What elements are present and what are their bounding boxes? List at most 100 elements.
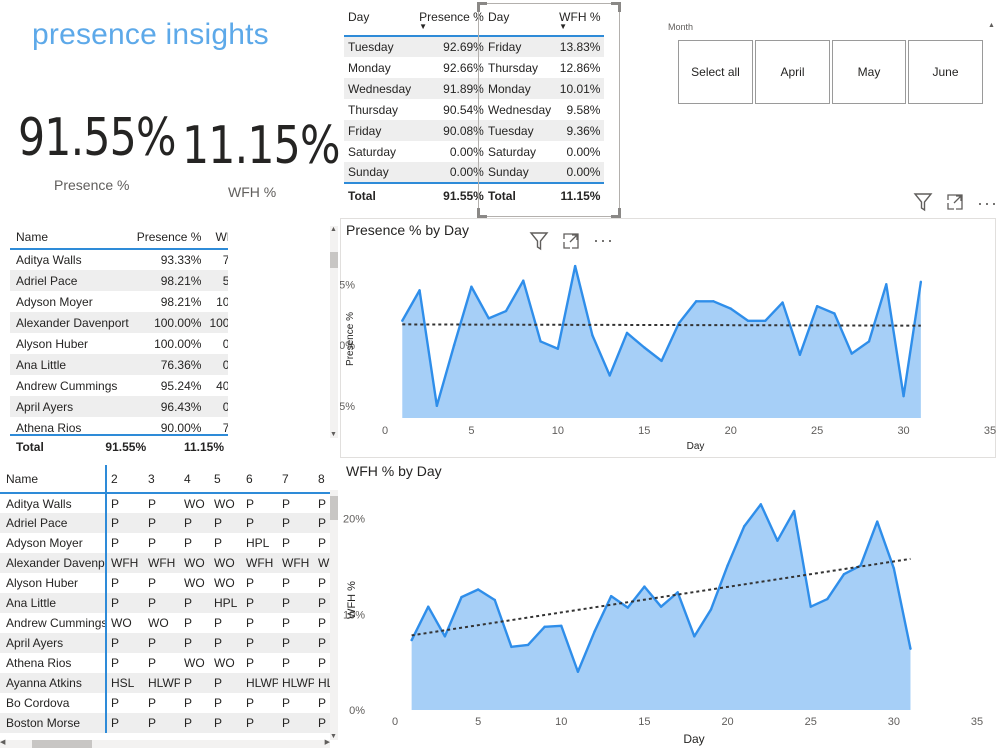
focus-mode-icon[interactable] [561, 231, 581, 256]
slicer-scrollbar[interactable]: ▲ [988, 22, 995, 106]
table-row[interactable]: Friday 13.83% [484, 36, 605, 57]
selection-corner-handle[interactable] [611, 208, 621, 218]
focus-mode-icon[interactable] [945, 192, 965, 217]
table-row[interactable]: Alyson Huber 100.00% 0.00% [10, 333, 228, 354]
scrollbar-thumb[interactable] [32, 740, 92, 748]
table-row[interactable]: Wednesday 9.58% [484, 99, 604, 120]
matrix-row[interactable]: Bo Cordova P P P P P P P [0, 693, 330, 713]
more-options-icon[interactable]: ··· [977, 193, 998, 213]
matrix-row[interactable]: Aditya Walls P P WO WO P P P [0, 493, 330, 513]
matrix-row[interactable]: Andrew Cummings WO WO P P P P P [0, 613, 330, 633]
table-row[interactable]: Tuesday 92.69% [344, 36, 488, 57]
data-point [526, 643, 530, 647]
more-options-icon[interactable]: ··· [593, 230, 614, 250]
matrix-row[interactable]: Athena Rios P P WO WO P P P [0, 653, 330, 673]
matrix-header-name[interactable]: Name [6, 471, 39, 486]
scroll-left-icon[interactable]: ◀ [0, 739, 6, 746]
table-row[interactable]: Friday 90.08% [344, 120, 488, 141]
scrollbar-thumb[interactable] [330, 496, 338, 520]
presence-chart-visual[interactable] [340, 218, 996, 458]
matrix-horizontal-scrollbar[interactable]: ◀ ▶ [0, 739, 330, 748]
matrix-header-day[interactable]: 7 [282, 471, 289, 486]
matrix-cell-name: Athena Rios [6, 656, 72, 670]
data-point [759, 503, 763, 506]
table-row[interactable]: Tuesday 9.36% [484, 120, 605, 141]
cell-presence: 98.21% [160, 294, 202, 309]
x-axis-label: Day [683, 732, 704, 746]
table-row[interactable]: Saturday 0.00% [484, 141, 604, 162]
scroll-up-icon[interactable]: ▲ [988, 22, 995, 29]
scroll-right-icon[interactable]: ▶ [324, 739, 330, 746]
slicer-option-may[interactable]: May [832, 40, 906, 104]
matrix-row[interactable]: Boston Morse P P P P P P P [0, 713, 330, 733]
selection-corner-handle[interactable] [477, 2, 487, 12]
matrix-header-day[interactable]: 3 [148, 471, 155, 486]
matrix-row[interactable]: Ana Little P P P HPL P P P [0, 593, 330, 613]
table-row[interactable]: Monday 92.66% [344, 57, 488, 78]
table-row[interactable]: Aditya Walls 93.33% 7.14% [10, 249, 228, 270]
matrix-row[interactable]: Ayanna AtkinsHSLHLWPPPHLWPHLWPHLWP [0, 673, 330, 693]
table-row[interactable]: Thursday 90.54% [344, 99, 488, 120]
wfh-chart-title: WFH % by Day [346, 463, 442, 479]
slicer-option-june[interactable]: June [908, 40, 983, 104]
slicer-option-april[interactable]: April [755, 40, 830, 104]
table-row[interactable]: Adyson Moyer 98.21% 10.91% [10, 291, 228, 312]
scroll-down-icon[interactable]: ▼ [330, 733, 337, 740]
matrix-row[interactable]: Alexander DavenportWFHWFHWOWOWFHWFHWFH [0, 553, 330, 573]
day-wfh-rows: Friday 13.83% Thursday 12.86% Monday 10.01%… [484, 36, 605, 207]
column-header-wfh[interactable]: WFH % [215, 229, 228, 244]
matrix-header-day[interactable]: 4 [184, 471, 191, 486]
scroll-down-icon[interactable]: ▼ [330, 431, 337, 438]
matrix-vertical-scrollbar[interactable]: ▼ [330, 490, 338, 740]
matrix-header-day[interactable]: 5 [214, 471, 221, 486]
matrix-cell-status: P [184, 616, 193, 630]
x-tick-label: 10 [555, 716, 567, 728]
table-row[interactable]: Thursday 12.86% [484, 57, 604, 78]
name-table-total: Total 91.55% 11.15% [10, 434, 228, 458]
name-table-scrollbar[interactable]: ▲ ▼ [330, 226, 338, 438]
matrix-row[interactable]: Adyson Moyer P P P P HPL P P [0, 533, 330, 553]
scrollbar-thumb[interactable] [330, 252, 338, 268]
table-row[interactable]: Sunday 0.00% [344, 162, 488, 183]
table-row[interactable]: Saturday 0.00% [344, 141, 488, 162]
filter-icon[interactable] [529, 230, 549, 257]
table-row[interactable]: Wednesday 91.89% [344, 78, 488, 99]
table-row[interactable]: Sunday 0.00% [484, 162, 605, 183]
scroll-up-icon[interactable]: ▲ [330, 226, 337, 233]
column-header-wfh[interactable]: WFH % ▼ [555, 6, 604, 36]
slicer-option-select-all[interactable]: Select all [678, 40, 753, 104]
x-tick-label: 35 [984, 425, 996, 437]
selection-corner-handle[interactable] [477, 208, 487, 218]
matrix-cell-status: P [318, 496, 327, 511]
matrix-header-day[interactable]: 8 [318, 471, 325, 486]
matrix-header-day[interactable]: 2 [105, 465, 144, 493]
matrix-cell-status: P [144, 593, 180, 613]
total-row: Total 11.15% [484, 182, 605, 207]
column-header-presence[interactable]: Presence % ▼ [415, 6, 488, 36]
day-wfh-table-visual[interactable] [478, 3, 620, 217]
column-header-day[interactable]: Day [488, 10, 510, 24]
cell-value: 10.01% [555, 78, 605, 99]
column-header-wfh-label: WFH % [559, 10, 601, 24]
matrix-header-day[interactable]: 6 [246, 471, 253, 486]
data-point [460, 595, 463, 599]
matrix-row[interactable]: Adriel Pace P P P P P P P [0, 513, 330, 533]
selection-corner-handle[interactable] [611, 2, 621, 12]
matrix-cell-status: P [282, 656, 291, 670]
column-header-day[interactable]: Day [348, 10, 370, 24]
column-header-presence[interactable]: Presence % [136, 229, 202, 244]
matrix-row[interactable]: April Ayers P P P P P P P [0, 633, 330, 653]
filter-icon[interactable] [913, 191, 933, 218]
data-point [764, 319, 767, 322]
matrix-cell-status: WO [105, 613, 144, 633]
table-row[interactable]: Andrew Cummings 95.24% 40.00% [10, 375, 228, 396]
table-row[interactable]: Athena Rios 90.00% 7.41% [10, 417, 228, 437]
matrix-row[interactable]: Alyson Huber P P WO WO P P P [0, 573, 330, 593]
column-header-name[interactable]: Name [16, 229, 49, 244]
table-row[interactable]: Monday 10.01% [484, 78, 605, 99]
data-point [493, 598, 496, 602]
